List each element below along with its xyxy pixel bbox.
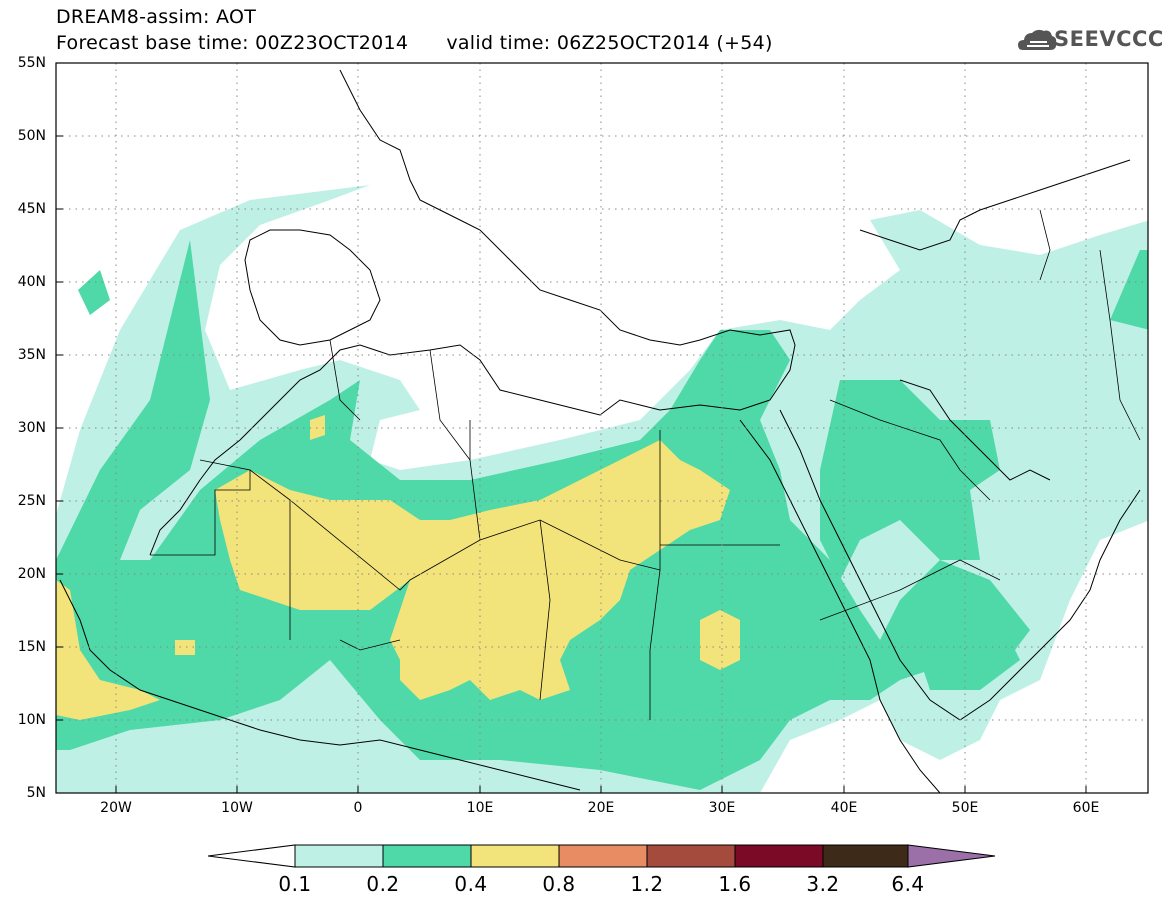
lon-label: 10W: [221, 800, 253, 816]
colorbar: [207, 844, 996, 868]
lat-label: 5N: [26, 785, 46, 801]
colorbar-label: 0.8: [542, 872, 576, 896]
lat-label: 45N: [17, 201, 46, 217]
lon-label: 0: [353, 800, 363, 816]
cloud-logo-icon: [1018, 29, 1057, 50]
colorbar-label: 6.4: [891, 872, 925, 896]
aot-band-0.2-atlantic: [78, 270, 110, 315]
lat-label: 20N: [17, 566, 46, 582]
colorbar-label: 1.2: [630, 872, 664, 896]
colorbar-swatch: [294, 844, 384, 868]
lat-label: 50N: [17, 128, 46, 144]
colorbar-label: 3.2: [806, 872, 840, 896]
lat-label: 15N: [17, 639, 46, 655]
colorbar-label: 0.1: [278, 872, 312, 896]
colorbar-label: 0.2: [366, 872, 400, 896]
aot-band-0.2-ne: [1110, 250, 1148, 330]
aot-band-0.4-w: [56, 580, 160, 720]
aot-band-0.2-east: [820, 380, 1000, 580]
colorbar-label: 1.6: [718, 872, 752, 896]
aot-band-0.4-sw: [175, 640, 195, 655]
lon-label: 40E: [830, 800, 858, 816]
aot-band-0.4-c: [700, 610, 740, 670]
chart-subtitle: Forecast base time: 00Z23OCT2014 valid t…: [56, 32, 773, 54]
lat-label: 30N: [17, 420, 46, 436]
lon-label: 30E: [708, 800, 736, 816]
lon-label: 50E: [951, 800, 979, 816]
lat-label: 25N: [17, 493, 46, 509]
colorbar-swatch: [558, 844, 648, 868]
lat-label: 35N: [17, 347, 46, 363]
colorbar-swatch: [822, 844, 909, 868]
lon-label: 20W: [100, 800, 132, 816]
lat-label: 55N: [17, 55, 46, 71]
lon-label: 60E: [1072, 800, 1100, 816]
colorbar-swatch: [382, 844, 472, 868]
country-borders: [150, 209, 1141, 720]
colorbar-label: 0.4: [454, 872, 488, 896]
lat-label: 40N: [17, 274, 46, 290]
colorbar-swatch: [734, 844, 824, 868]
lon-label: 20E: [587, 800, 615, 816]
grid-lines: [56, 63, 1148, 793]
axis-ticks: [56, 62, 1087, 793]
colorbar-low-arrow: [207, 844, 296, 868]
aot-band-0.2-arabia-s: [920, 620, 1020, 690]
aot-field: [56, 63, 1148, 793]
lon-label: 10E: [466, 800, 494, 816]
logo-text: SEEVCCC: [1054, 27, 1164, 51]
chart-title: DREAM8-assim: AOT: [56, 6, 257, 28]
lat-label: 10N: [17, 712, 46, 728]
colorbar-swatch: [470, 844, 560, 868]
colorbar-high-arrow: [907, 844, 996, 868]
colorbar-swatch: [646, 844, 736, 868]
